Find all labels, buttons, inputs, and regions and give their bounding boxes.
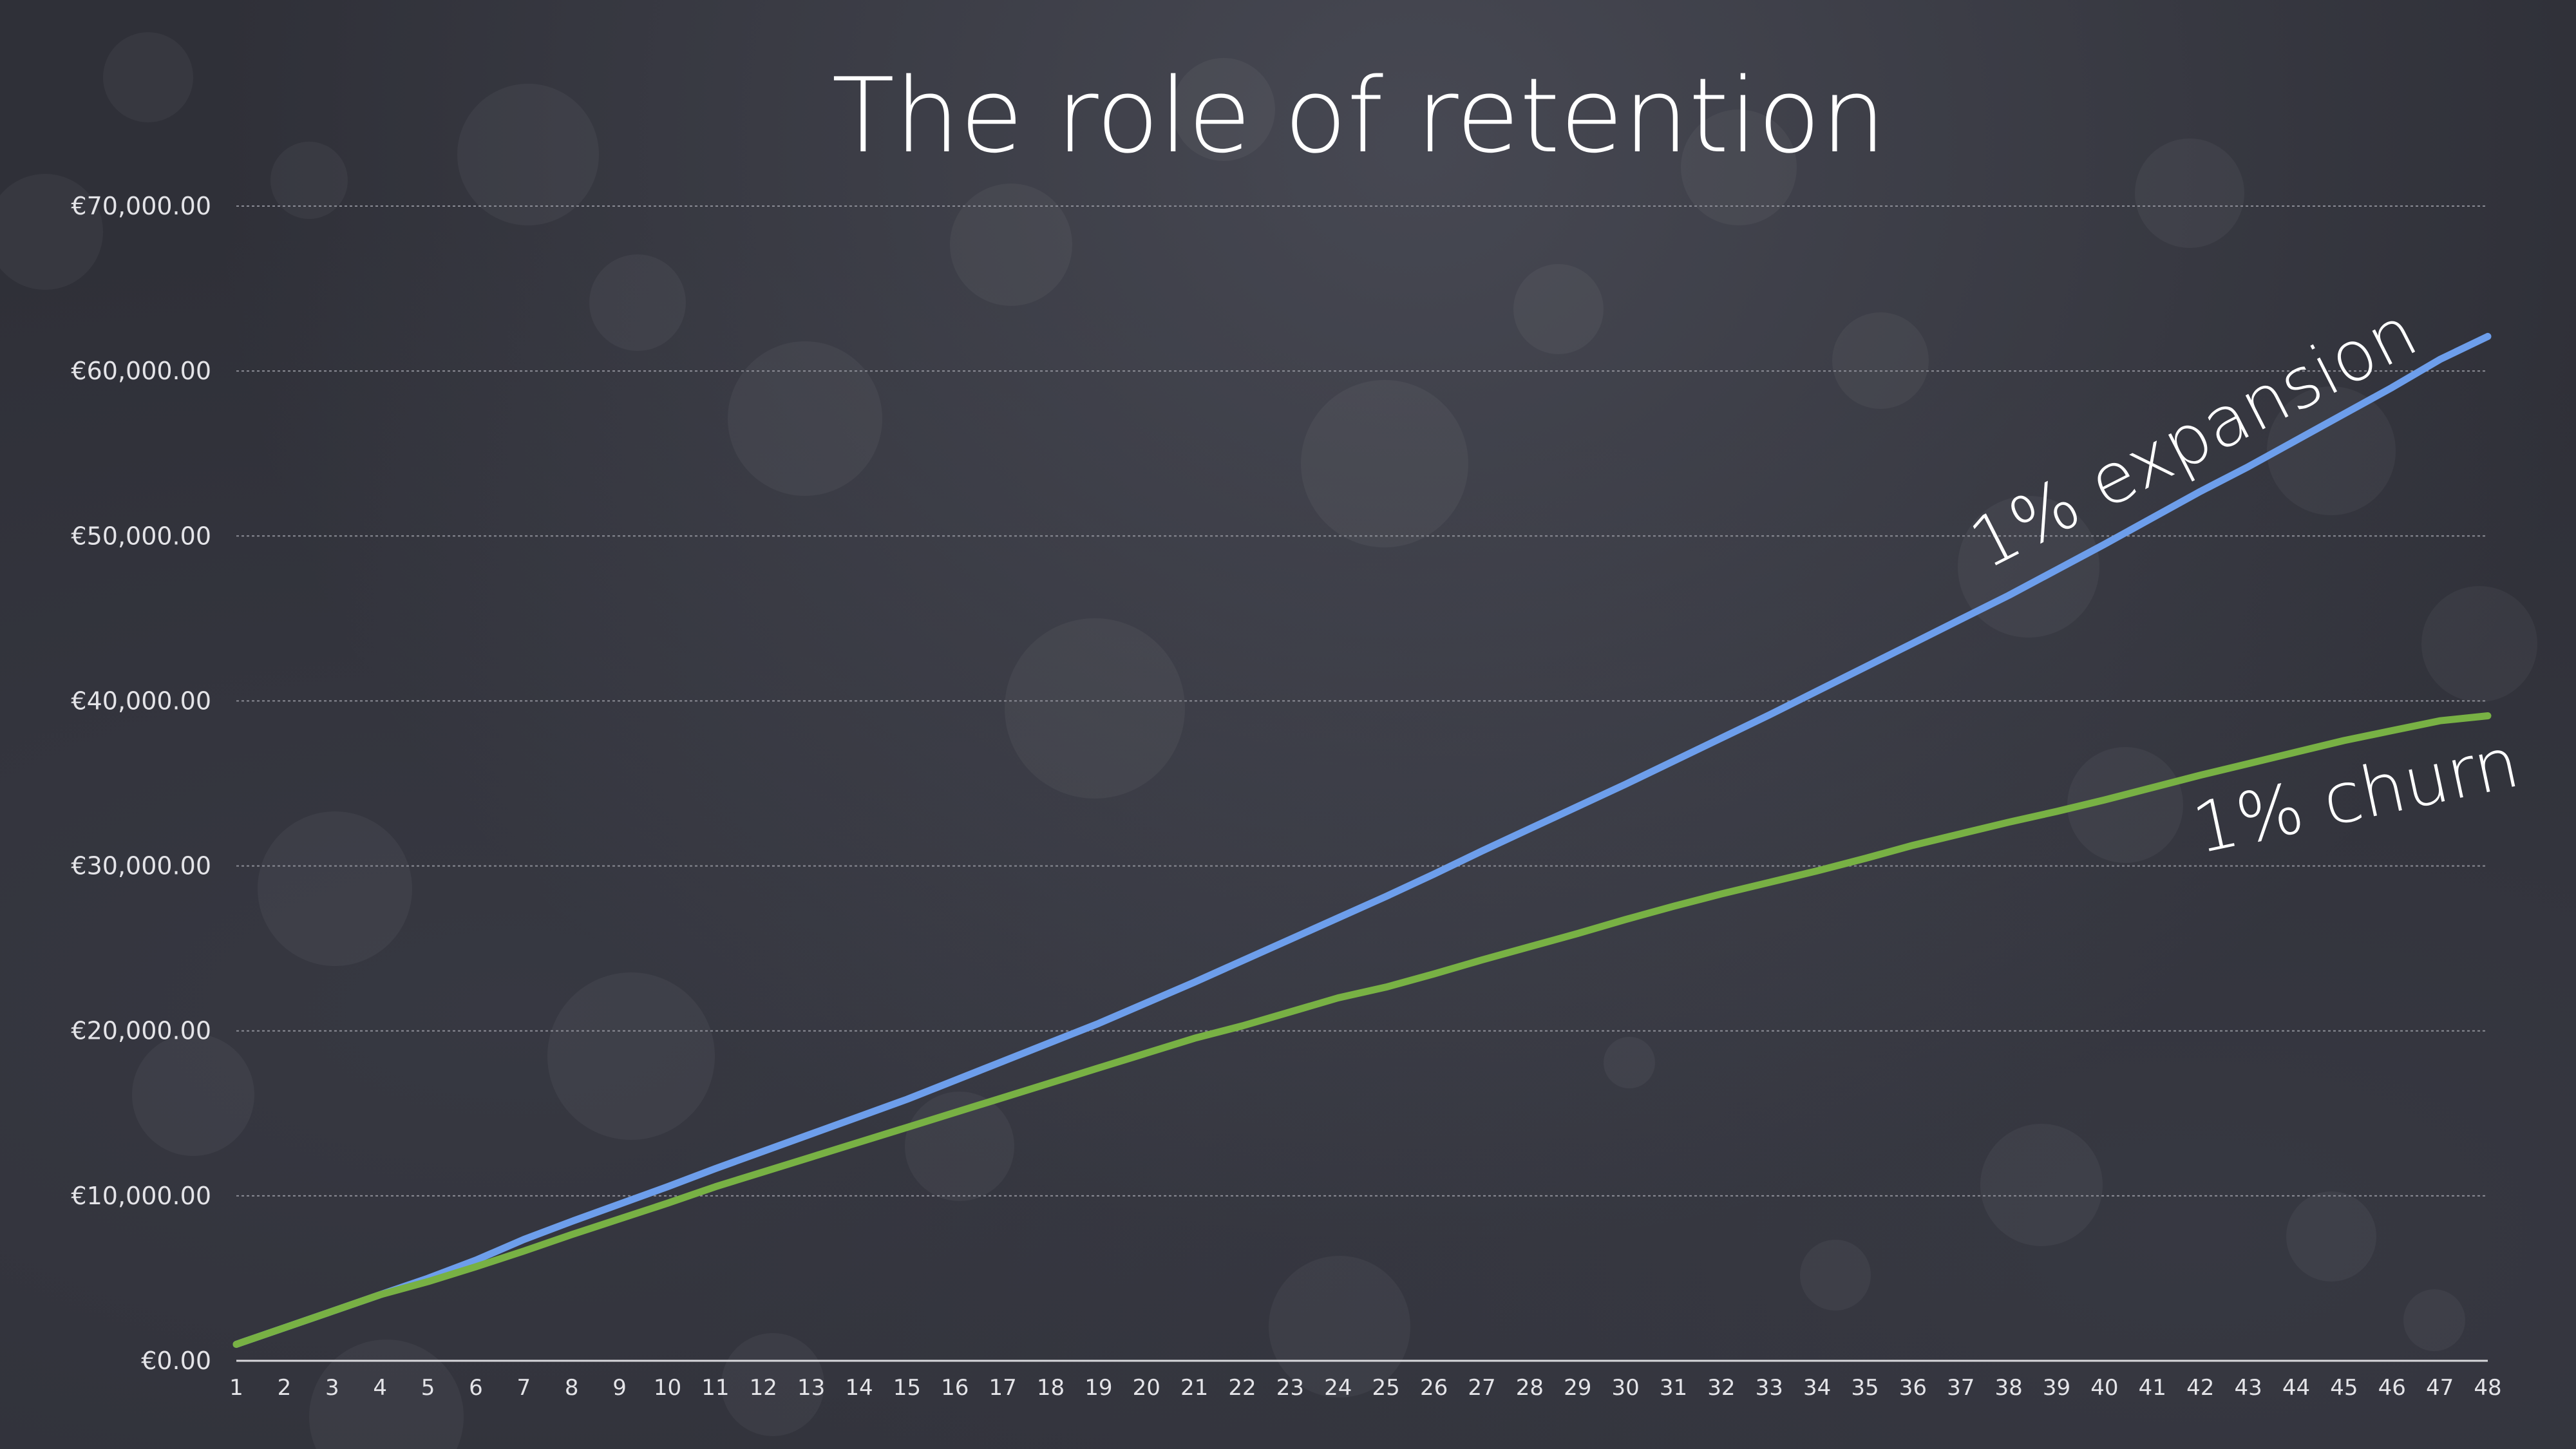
bokeh-circle	[1681, 109, 1797, 225]
bokeh-circle	[0, 174, 103, 290]
bokeh-circle	[1513, 264, 1604, 354]
bokeh-circle	[270, 142, 348, 219]
x-tick-label: 10	[654, 1375, 681, 1401]
bokeh-circle	[547, 972, 715, 1140]
x-tick-label: 33	[1756, 1375, 1783, 1401]
background-bokeh	[0, 32, 2537, 1449]
x-tick-label: 37	[1947, 1375, 1975, 1401]
bokeh-circle	[950, 184, 1072, 306]
x-tick-label: 35	[1851, 1375, 1879, 1401]
y-tick-label: €60,000.00	[71, 357, 211, 385]
x-tick-label: 15	[893, 1375, 921, 1401]
bokeh-circle	[2286, 1191, 2376, 1282]
bokeh-circle	[2403, 1289, 2465, 1351]
x-tick-label: 17	[989, 1375, 1016, 1401]
x-tick-label: 26	[1420, 1375, 1448, 1401]
x-tick-label: 36	[1899, 1375, 1927, 1401]
bokeh-circle	[1269, 1256, 1410, 1397]
y-tick-label: €40,000.00	[71, 687, 211, 715]
series-lines	[232, 332, 2492, 1348]
series-line-expansion	[232, 332, 2492, 1348]
x-tick-label: 3	[325, 1375, 339, 1401]
x-tick-label: 5	[421, 1375, 435, 1401]
x-tick-label: 48	[2474, 1375, 2501, 1401]
bokeh-circle	[2267, 386, 2396, 515]
x-tick-label: 38	[1995, 1375, 2023, 1401]
x-tick-label: 9	[612, 1375, 627, 1401]
bokeh-circle	[721, 1333, 824, 1436]
x-tick-label: 42	[2186, 1375, 2214, 1401]
x-tick-label: 30	[1611, 1375, 1639, 1401]
bokeh-circle	[1832, 312, 1929, 409]
x-tick-label: 29	[1564, 1375, 1591, 1401]
bokeh-circle	[1604, 1037, 1655, 1088]
x-tick-label: 1	[229, 1375, 243, 1401]
x-tick-label: 13	[797, 1375, 825, 1401]
x-tick-label: 25	[1372, 1375, 1400, 1401]
x-axis-tick-labels: 1 2 3 4 5 6 7 8 9 10 11 12 13 14 15 16 17 18 19 20 21 22 23 24 2…	[229, 1375, 2501, 1401]
x-tick-label: 27	[1468, 1375, 1495, 1401]
x-tick-label: 18	[1037, 1375, 1065, 1401]
x-tick-label: 39	[2043, 1375, 2070, 1401]
y-axis-tick-labels: €0.00 €10,000.00 €20,000.00 €30,000.00 €40,0…	[71, 192, 211, 1375]
series-line-churn	[232, 712, 2492, 1348]
y-tick-label: €30,000.00	[71, 852, 211, 880]
x-tick-label: 31	[1660, 1375, 1687, 1401]
x-tick-label: 44	[2282, 1375, 2310, 1401]
x-tick-label: 28	[1516, 1375, 1544, 1401]
annotation-churn: 1% churn	[2186, 723, 2526, 870]
x-tick-label: 40	[2090, 1375, 2118, 1401]
bokeh-circle	[309, 1340, 464, 1449]
y-tick-label: €20,000.00	[71, 1017, 211, 1045]
x-tick-label: 34	[1803, 1375, 1831, 1401]
x-tick-label: 45	[2330, 1375, 2358, 1401]
bokeh-circle	[2067, 747, 2183, 863]
x-tick-label: 14	[845, 1375, 873, 1401]
x-tick-label: 41	[2139, 1375, 2166, 1401]
x-tick-label: 21	[1180, 1375, 1208, 1401]
x-tick-label: 7	[516, 1375, 531, 1401]
x-tick-label: 4	[373, 1375, 387, 1401]
bokeh-circle	[1980, 1124, 2103, 1246]
y-tick-label: €70,000.00	[71, 192, 211, 220]
x-tick-label: 23	[1276, 1375, 1304, 1401]
bokeh-circle	[457, 84, 599, 225]
x-tick-label: 47	[2426, 1375, 2454, 1401]
x-tick-label: 46	[2378, 1375, 2406, 1401]
bokeh-circle	[103, 32, 193, 122]
y-tick-label: €0.00	[141, 1347, 211, 1375]
x-tick-label: 24	[1324, 1375, 1352, 1401]
x-tick-label: 22	[1228, 1375, 1256, 1401]
y-tick-label: €50,000.00	[71, 522, 211, 550]
bokeh-circle	[1301, 380, 1468, 547]
x-tick-label: 12	[750, 1375, 777, 1401]
x-tick-label: 19	[1084, 1375, 1112, 1401]
bokeh-circle	[2421, 586, 2537, 702]
bokeh-circle	[2135, 138, 2244, 248]
bokeh-circle	[728, 341, 882, 496]
x-tick-label: 2	[278, 1375, 292, 1401]
bokeh-circle	[258, 811, 412, 966]
x-tick-label: 6	[469, 1375, 483, 1401]
bokeh-circle	[1005, 618, 1185, 799]
bokeh-circle	[132, 1034, 254, 1156]
x-tick-label: 20	[1133, 1375, 1160, 1401]
x-tick-label: 11	[701, 1375, 729, 1401]
bokeh-circle	[1800, 1240, 1871, 1311]
x-tick-label: 43	[2234, 1375, 2262, 1401]
bokeh-circle	[1172, 58, 1275, 161]
bokeh-circle	[589, 254, 686, 351]
x-tick-label: 8	[565, 1375, 579, 1401]
x-tick-label: 16	[941, 1375, 969, 1401]
y-tick-label: €10,000.00	[71, 1182, 211, 1210]
x-tick-label: 32	[1707, 1375, 1735, 1401]
chart-title: The role of retention	[831, 55, 1886, 176]
